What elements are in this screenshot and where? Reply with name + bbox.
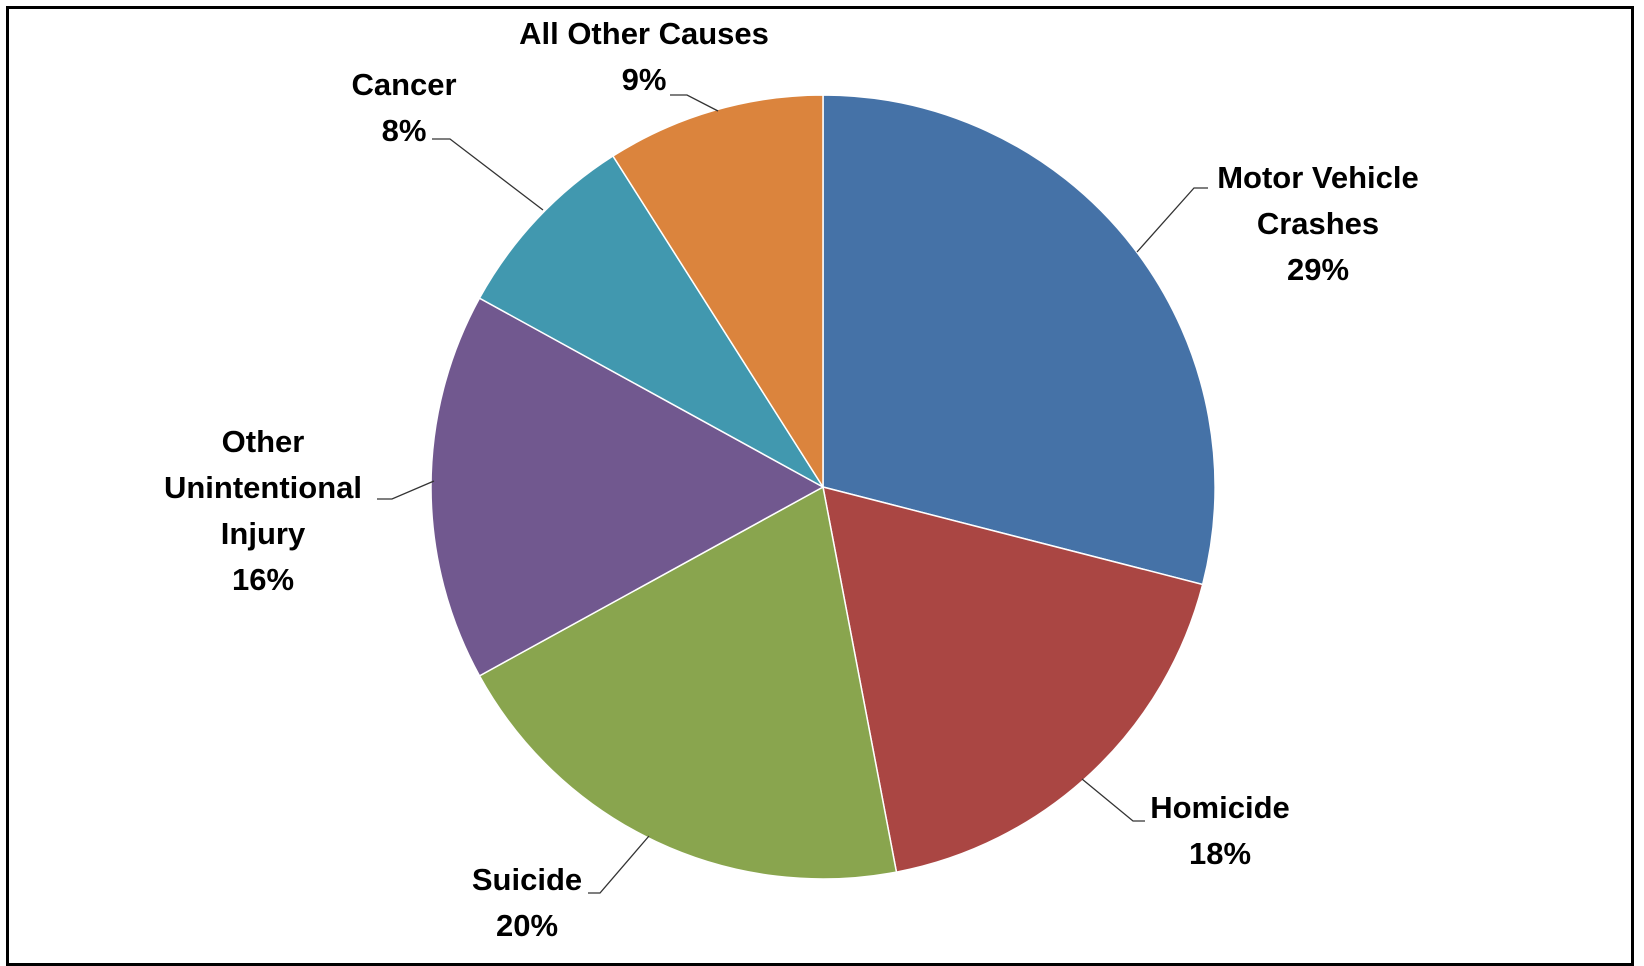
- leader-line: [670, 94, 719, 112]
- data-label-category: Crashes: [1257, 206, 1379, 241]
- data-label-category: Unintentional: [164, 470, 362, 505]
- leader-line: [588, 835, 650, 894]
- pie-slice: [611, 94, 824, 490]
- data-label-percent: 29%: [1287, 252, 1349, 287]
- data-label-category: Suicide: [472, 862, 582, 897]
- data-label-category: All Other Causes: [519, 16, 769, 51]
- pie-slice: [822, 485, 1204, 873]
- data-label-percent: 18%: [1189, 836, 1251, 871]
- pie-slice: [822, 94, 1216, 586]
- data-label-category: Other: [222, 424, 305, 459]
- leader-line: [432, 138, 544, 211]
- leader-line: [1136, 187, 1208, 253]
- data-label-percent: 20%: [496, 908, 558, 943]
- data-label-percent: 16%: [232, 562, 294, 597]
- data-label-percent: 9%: [622, 62, 667, 97]
- leader-line: [377, 480, 435, 500]
- leader-line: [1081, 778, 1145, 822]
- data-label-category: Cancer: [351, 67, 456, 102]
- data-label-percent: 8%: [382, 113, 427, 148]
- data-label-category: Homicide: [1150, 790, 1290, 825]
- pie-slice: [478, 485, 898, 880]
- pie-slice: [478, 154, 824, 488]
- pie-slice: [430, 297, 825, 677]
- data-label-category: Motor Vehicle: [1217, 160, 1419, 195]
- data-label-category: Injury: [221, 516, 306, 551]
